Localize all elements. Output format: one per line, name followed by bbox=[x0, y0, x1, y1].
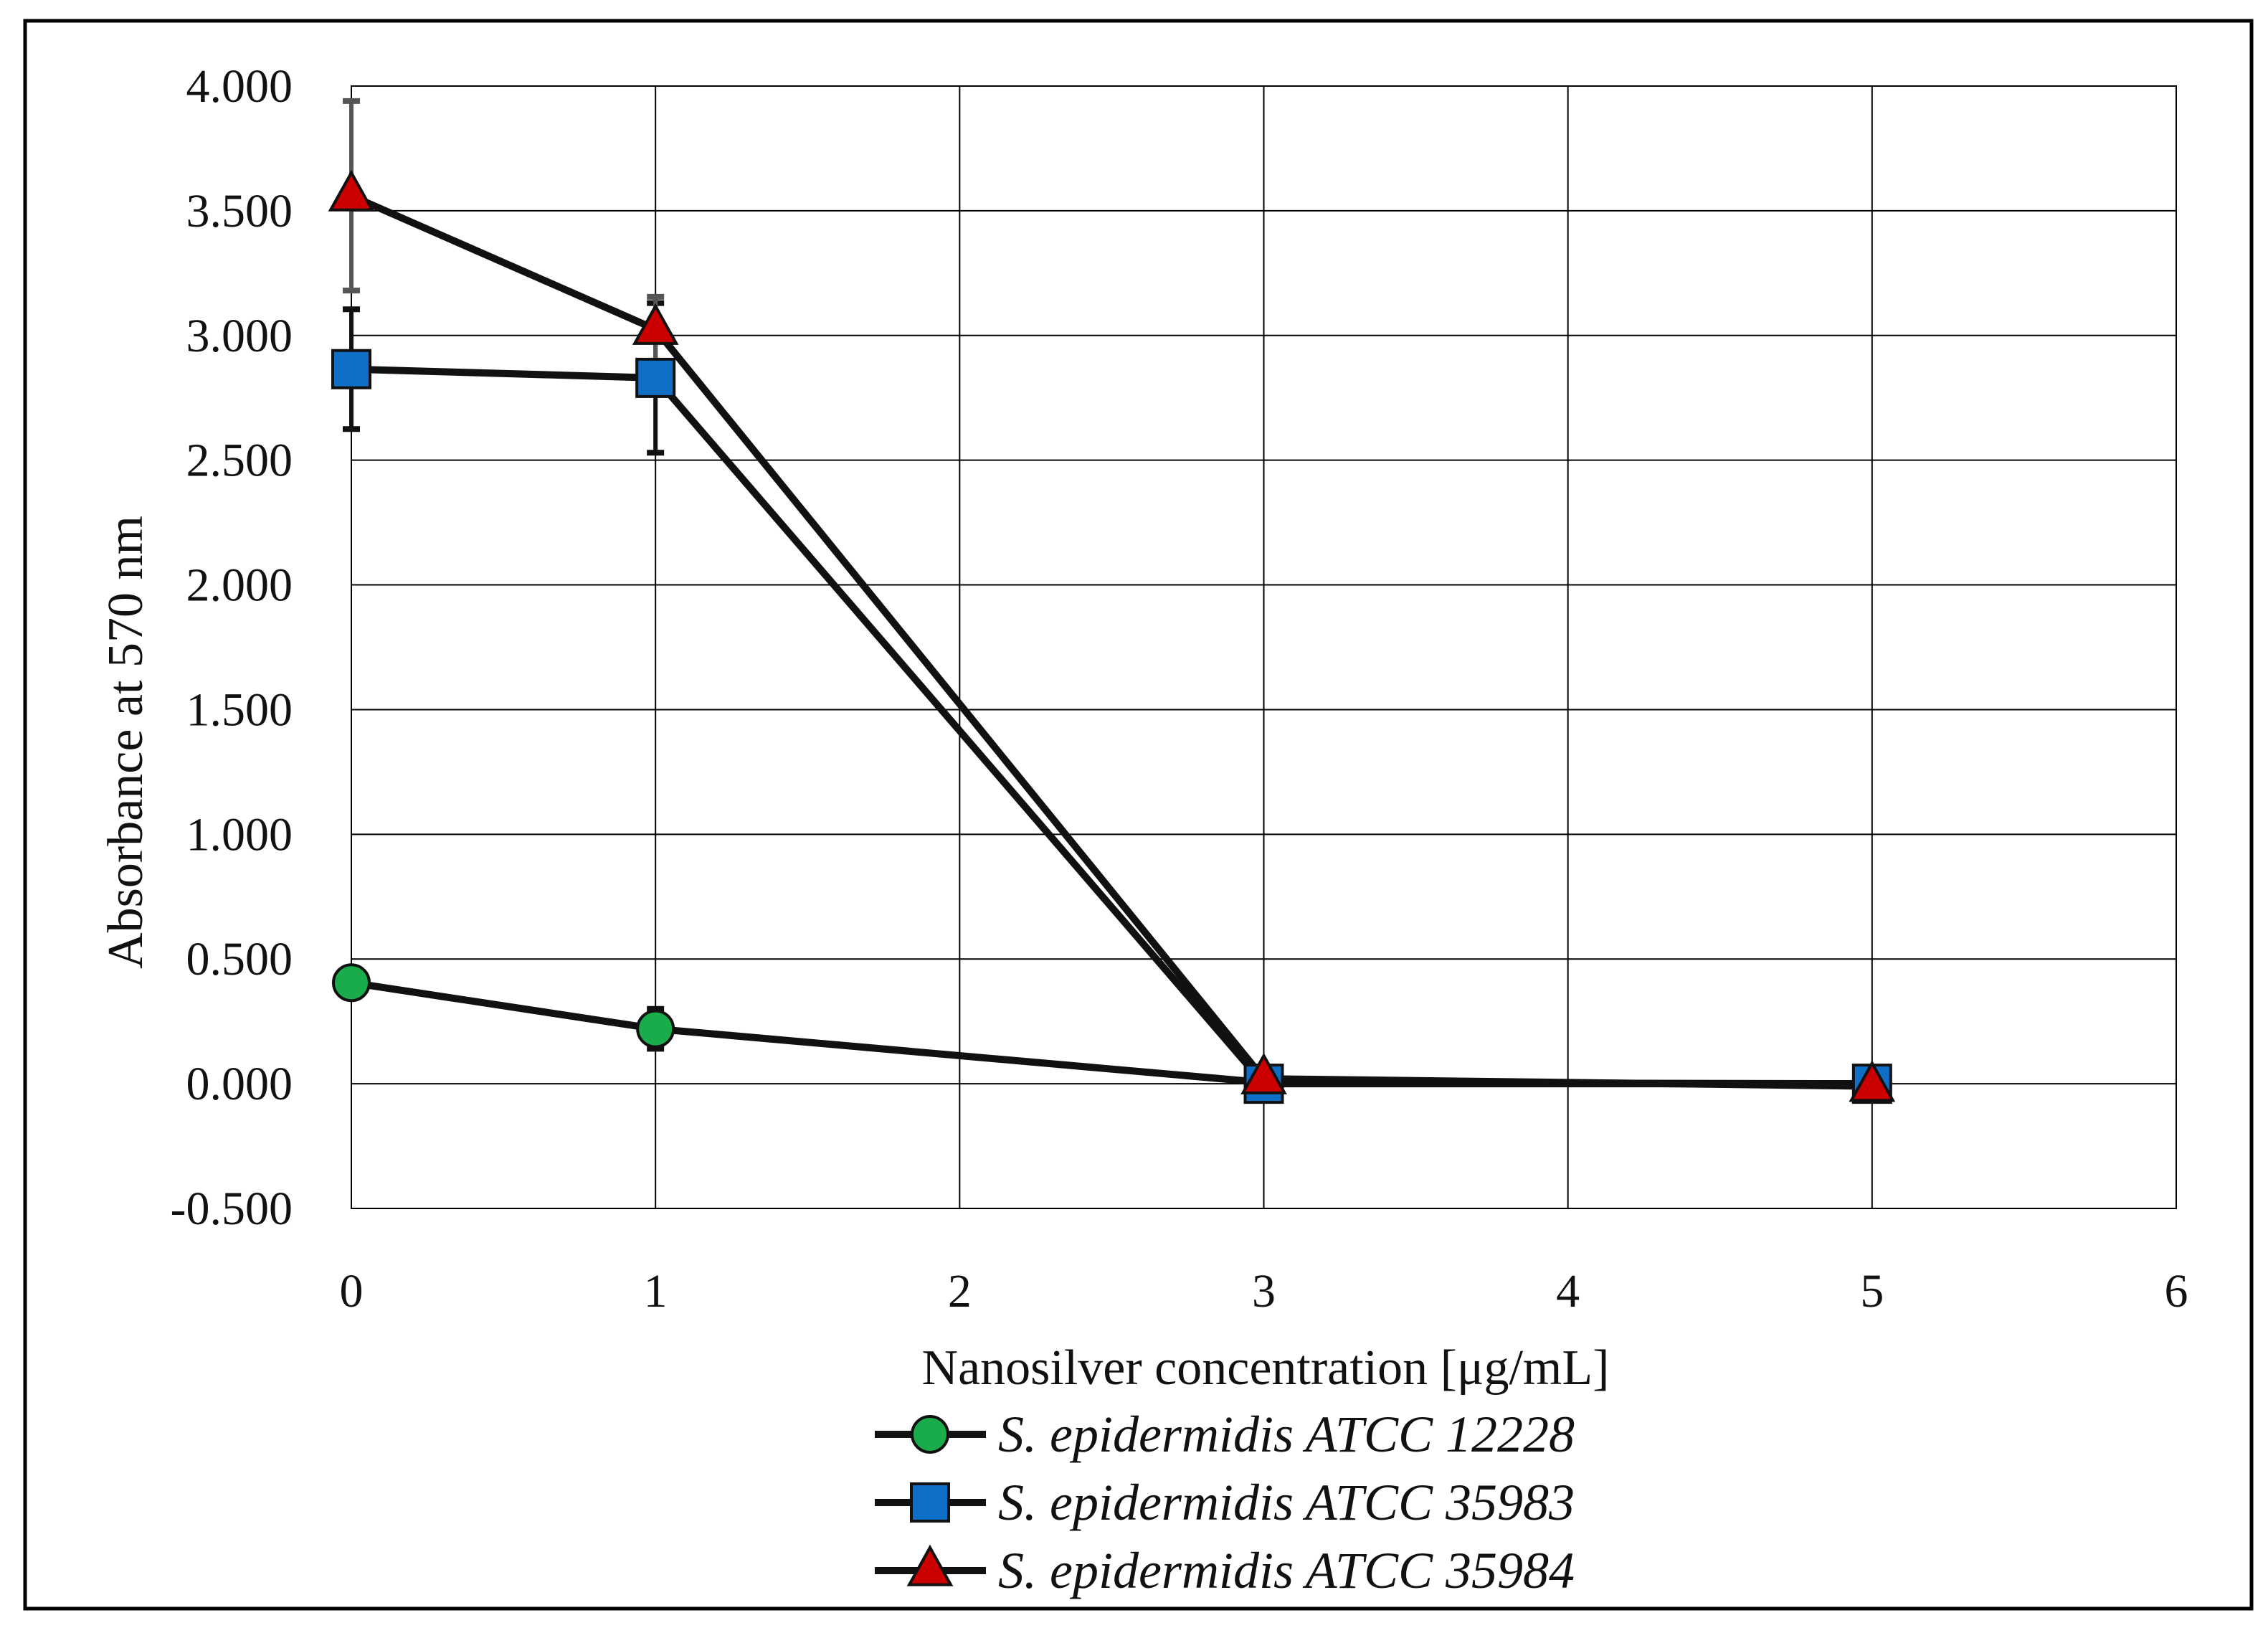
legend-marker bbox=[911, 1415, 949, 1454]
y-tick-label: 0.500 bbox=[186, 933, 293, 985]
legend-label: S. epidermidis ATCC 35984 bbox=[998, 1542, 1575, 1599]
legend-item: S. epidermidis ATCC 35984 bbox=[875, 1542, 1575, 1599]
y-tick-label: -0.500 bbox=[171, 1183, 293, 1235]
legend-marker bbox=[910, 1482, 950, 1523]
y-tick-label: 2.000 bbox=[186, 559, 293, 612]
data-point bbox=[331, 349, 371, 389]
legend-item: S. epidermidis ATCC 35983 bbox=[875, 1474, 1575, 1531]
legend-marker bbox=[906, 1544, 954, 1586]
x-tick-label: 6 bbox=[2165, 1265, 2188, 1317]
data-point bbox=[1849, 1060, 1896, 1102]
legend-label: S. epidermidis ATCC 35983 bbox=[998, 1474, 1575, 1531]
series-markers bbox=[328, 169, 1896, 1102]
y-tick-label: 4.000 bbox=[186, 60, 293, 113]
x-tick-label: 0 bbox=[340, 1265, 364, 1317]
data-point bbox=[632, 303, 679, 345]
legend-item: S. epidermidis ATCC 12228 bbox=[875, 1406, 1575, 1463]
legend-label: S. epidermidis ATCC 12228 bbox=[998, 1406, 1575, 1463]
x-tick-label: 2 bbox=[948, 1265, 972, 1317]
y-tick-label: 3.000 bbox=[186, 310, 293, 362]
data-point bbox=[1240, 1052, 1287, 1094]
chart-frame bbox=[23, 19, 2254, 1611]
y-tick-label: 1.000 bbox=[186, 808, 293, 861]
data-point bbox=[328, 169, 375, 212]
data-point bbox=[332, 963, 371, 1003]
y-tick-label: 1.500 bbox=[186, 683, 293, 736]
data-point bbox=[635, 357, 676, 398]
tick-labels: -0.500 0.000 0.500 1.000 1.500 2.000 2.500 3.00… bbox=[171, 60, 2188, 1317]
data-point bbox=[636, 1009, 675, 1049]
y-tick-label: 3.500 bbox=[186, 185, 293, 237]
y-axis-title: Absorbance at 570 nm bbox=[98, 516, 153, 969]
x-axis-title: Nanosilver concentration [μg/mL] bbox=[922, 1340, 1610, 1396]
x-tick-label: 3 bbox=[1252, 1265, 1276, 1317]
axes bbox=[351, 85, 2177, 1209]
plot-area-border bbox=[351, 85, 2177, 1209]
x-tick-label: 4 bbox=[1556, 1265, 1580, 1317]
y-tick-label: 0.000 bbox=[186, 1058, 293, 1110]
legend: S. epidermidis ATCC 12228 S. epidermidis … bbox=[875, 1406, 1575, 1599]
x-tick-label: 5 bbox=[1860, 1265, 1884, 1317]
series-line bbox=[349, 192, 1872, 1090]
y-tick-label: 2.500 bbox=[186, 435, 293, 487]
x-tick-label: 1 bbox=[644, 1265, 668, 1317]
series bbox=[328, 98, 1896, 1104]
